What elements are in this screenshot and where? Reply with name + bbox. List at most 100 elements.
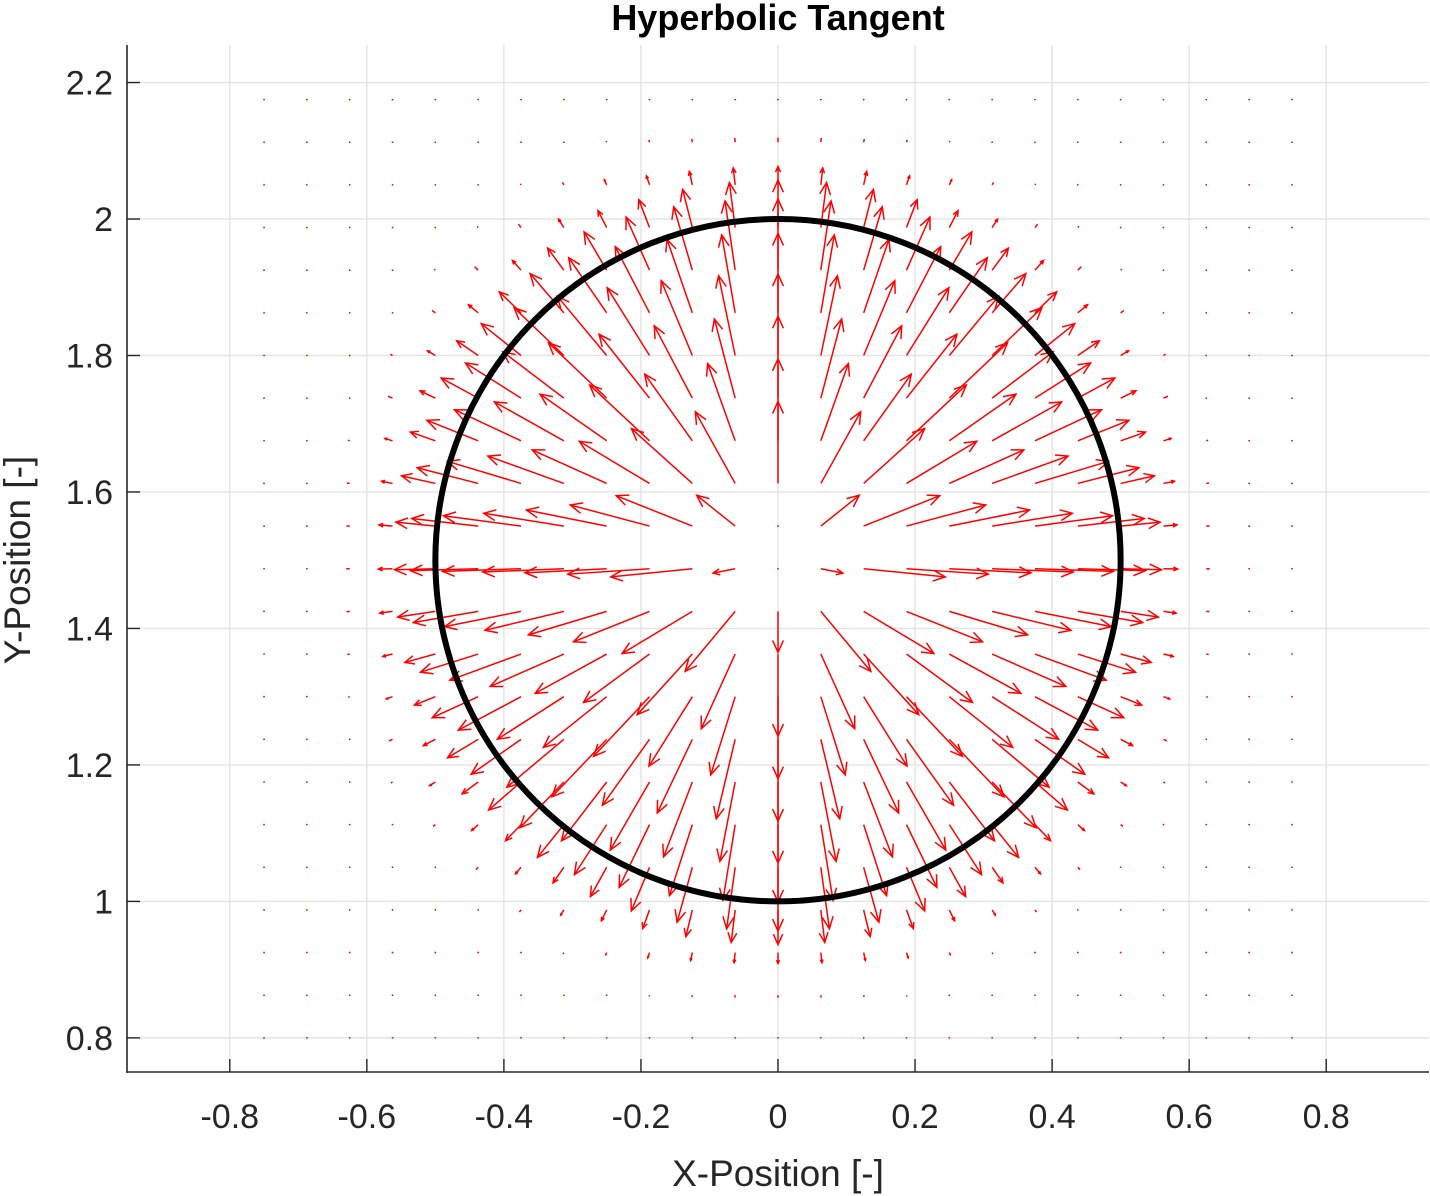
vector-arrow — [305, 482, 308, 485]
vector-arrow — [1120, 653, 1153, 665]
arrow-head — [720, 199, 733, 214]
vector-arrow — [647, 696, 693, 768]
arrow-shaft — [862, 189, 875, 228]
arrow-shaft — [1120, 824, 1124, 827]
arrow-head — [674, 909, 687, 924]
vector-arrow — [1205, 183, 1208, 186]
arrow-shaft — [388, 738, 393, 742]
vector-arrow — [862, 1036, 865, 1039]
arrow-head — [1090, 339, 1101, 349]
vector-arrow — [1162, 98, 1165, 101]
vector-arrow — [862, 138, 866, 143]
arrow-shaft — [992, 512, 1073, 527]
vector-arrow — [391, 183, 394, 186]
vector-arrow — [777, 1036, 779, 1039]
vector-arrow — [819, 166, 826, 185]
vector-arrow — [305, 226, 308, 229]
vector-arrow — [305, 653, 308, 655]
vector-arrow — [1248, 439, 1251, 442]
vector-arrow — [562, 98, 565, 101]
arrow-head — [1054, 797, 1069, 812]
vector-arrow — [730, 166, 737, 185]
vector-arrow — [1291, 183, 1293, 186]
vector-arrow — [1163, 653, 1175, 658]
arrow-shaft — [1077, 738, 1109, 759]
vector-arrow — [1077, 377, 1117, 399]
arrow-shaft — [443, 514, 522, 527]
vector-arrow — [514, 866, 522, 876]
vector-arrow — [470, 824, 479, 832]
x-tick-label: -0.2 — [612, 1098, 671, 1136]
vector-arrow — [1076, 1036, 1079, 1039]
x-tick-label: 0.2 — [891, 1098, 938, 1136]
arrow-head — [456, 719, 472, 732]
arrow-shaft — [542, 696, 608, 748]
arrow-head — [1131, 513, 1147, 526]
arrow-shaft — [1206, 439, 1209, 442]
arrow-shaft — [1034, 653, 1107, 681]
arrow-shaft — [906, 504, 986, 527]
vector-arrow — [727, 909, 738, 945]
arrow-head — [383, 437, 388, 441]
vector-arrow — [421, 738, 436, 747]
arrow-shaft — [547, 342, 608, 399]
vector-arrow — [434, 183, 437, 186]
vector-arrow — [391, 141, 394, 144]
arrow-shaft — [636, 653, 693, 716]
arrow-shaft — [1034, 567, 1114, 573]
arrow-shaft — [906, 567, 989, 575]
vector-arrow — [263, 610, 265, 613]
arrow-head — [711, 568, 721, 576]
arrow-shaft — [992, 567, 1074, 573]
vector-arrow — [820, 653, 856, 731]
vector-arrow — [460, 781, 479, 796]
arrow-head — [863, 169, 869, 177]
arrow-shaft — [484, 610, 565, 632]
vector-arrow — [1076, 98, 1079, 101]
arrow-head — [378, 610, 385, 616]
vector-arrow — [863, 494, 942, 527]
vector-arrow — [434, 226, 437, 229]
vector-arrow — [1248, 738, 1251, 741]
vector-arrow — [1034, 183, 1037, 186]
arrow-head — [452, 408, 468, 421]
arrow-shaft — [1034, 696, 1099, 731]
vector-arrow — [561, 182, 565, 186]
arrow-head — [441, 511, 457, 524]
vector-arrow — [409, 513, 479, 527]
arrow-shaft — [378, 524, 393, 527]
vector-arrow — [408, 430, 436, 442]
arrow-head — [1006, 844, 1020, 859]
vector-arrow — [1120, 824, 1124, 827]
vector-arrow — [263, 567, 265, 570]
arrow-shaft — [905, 333, 958, 399]
arrow-head — [463, 361, 479, 375]
vector-arrow — [589, 866, 608, 899]
arrow-head — [1048, 400, 1064, 413]
vector-arrow — [1291, 653, 1293, 655]
arrow-shaft — [820, 696, 846, 776]
arrow-head — [730, 166, 737, 174]
arrow-shaft — [1077, 567, 1146, 572]
vector-arrow — [1034, 259, 1045, 271]
arrow-head — [418, 390, 426, 396]
arrow-shaft — [431, 696, 479, 719]
vector-arrow — [1291, 866, 1293, 869]
arrow-shaft — [467, 304, 479, 314]
vector-arrow — [562, 994, 565, 997]
vector-arrow — [348, 226, 351, 229]
arrow-head — [1123, 783, 1128, 787]
vector-arrow — [948, 909, 956, 923]
y-tick-label: 0.8 — [66, 1020, 113, 1058]
arrow-shaft — [991, 351, 1054, 399]
vector-arrow — [1291, 695, 1293, 698]
vector-arrow — [1291, 311, 1293, 314]
vector-arrow — [603, 178, 608, 186]
vector-arrow — [991, 1036, 994, 1039]
vector-arrow — [395, 609, 436, 622]
arrow-shaft — [567, 567, 650, 575]
vector-arrow — [428, 781, 436, 787]
vector-arrow — [775, 952, 781, 966]
vector-arrow — [528, 272, 565, 314]
vector-arrow — [948, 696, 1015, 749]
